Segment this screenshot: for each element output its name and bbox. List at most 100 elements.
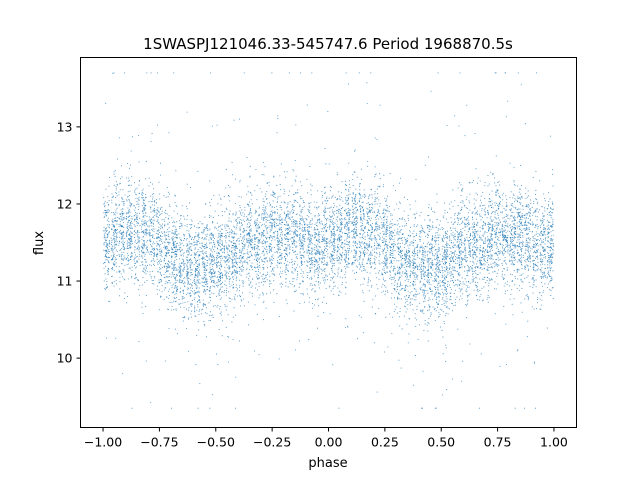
data-point bbox=[367, 284, 369, 286]
data-point bbox=[208, 239, 210, 241]
data-point bbox=[171, 305, 173, 307]
data-point bbox=[247, 263, 249, 265]
data-point bbox=[182, 292, 185, 295]
data-point bbox=[279, 243, 281, 245]
data-point bbox=[284, 252, 286, 255]
data-point bbox=[471, 226, 473, 228]
data-point bbox=[490, 249, 492, 251]
data-point bbox=[362, 265, 364, 268]
data-point bbox=[308, 238, 311, 241]
data-point bbox=[524, 245, 526, 247]
data-point bbox=[534, 234, 536, 236]
data-point bbox=[113, 243, 115, 245]
data-point bbox=[372, 204, 374, 206]
data-point bbox=[367, 246, 369, 248]
data-point bbox=[353, 212, 355, 214]
data-point bbox=[285, 247, 287, 249]
data-point bbox=[519, 241, 521, 243]
data-point bbox=[379, 216, 381, 218]
data-point bbox=[266, 190, 268, 192]
data-point bbox=[126, 217, 128, 219]
data-point bbox=[383, 285, 386, 287]
data-point bbox=[495, 191, 498, 193]
data-point bbox=[224, 261, 226, 263]
data-point bbox=[354, 221, 356, 223]
data-point bbox=[261, 214, 263, 216]
data-point bbox=[168, 215, 170, 217]
data-point bbox=[266, 232, 268, 234]
data-point bbox=[334, 273, 336, 275]
data-point bbox=[272, 220, 274, 222]
data-point bbox=[227, 258, 229, 261]
data-point bbox=[491, 238, 493, 240]
data-point bbox=[528, 281, 530, 283]
data-point bbox=[324, 191, 326, 193]
data-point bbox=[168, 297, 170, 300]
data-point bbox=[220, 244, 223, 246]
data-point bbox=[270, 221, 272, 223]
data-point bbox=[392, 254, 394, 256]
data-point bbox=[213, 273, 216, 275]
data-point bbox=[358, 256, 360, 258]
data-point bbox=[118, 295, 121, 297]
data-point bbox=[520, 256, 523, 258]
data-point bbox=[219, 278, 222, 280]
data-point bbox=[495, 210, 497, 212]
data-point bbox=[362, 259, 364, 261]
data-point bbox=[333, 222, 335, 224]
data-point bbox=[513, 247, 515, 249]
data-point bbox=[179, 279, 181, 281]
data-point bbox=[309, 221, 311, 223]
data-point bbox=[219, 305, 221, 308]
data-point bbox=[549, 228, 551, 230]
data-point bbox=[359, 233, 361, 235]
data-point bbox=[302, 281, 305, 283]
data-point bbox=[422, 249, 424, 251]
data-point bbox=[427, 273, 430, 275]
data-point bbox=[473, 251, 475, 254]
data-point bbox=[296, 230, 298, 232]
data-point bbox=[507, 250, 509, 252]
data-point bbox=[448, 267, 451, 270]
data-point bbox=[397, 272, 399, 274]
data-point bbox=[474, 284, 477, 286]
data-point bbox=[261, 191, 263, 193]
data-point bbox=[148, 185, 150, 187]
data-point bbox=[128, 263, 130, 265]
data-point bbox=[180, 255, 182, 257]
data-point bbox=[280, 282, 282, 284]
data-point bbox=[187, 318, 190, 320]
data-point bbox=[332, 235, 334, 237]
data-point bbox=[199, 299, 201, 301]
data-point bbox=[202, 262, 204, 265]
data-point bbox=[449, 227, 452, 229]
data-point bbox=[141, 219, 143, 221]
data-point bbox=[205, 227, 207, 229]
data-point bbox=[217, 236, 219, 239]
data-point bbox=[446, 389, 448, 391]
data-point bbox=[437, 275, 439, 277]
data-point bbox=[480, 249, 482, 252]
data-point bbox=[329, 246, 331, 248]
data-point bbox=[420, 310, 422, 313]
data-point bbox=[319, 223, 321, 225]
data-point bbox=[384, 247, 386, 249]
data-point bbox=[121, 253, 123, 255]
data-point bbox=[211, 245, 213, 247]
data-point bbox=[184, 281, 186, 283]
data-point bbox=[151, 200, 153, 202]
data-point bbox=[284, 202, 286, 204]
data-point bbox=[442, 263, 444, 265]
data-point bbox=[428, 297, 430, 299]
data-point bbox=[466, 261, 468, 263]
data-point bbox=[360, 214, 362, 216]
data-point bbox=[183, 297, 185, 299]
data-point bbox=[240, 268, 242, 270]
data-point bbox=[219, 246, 221, 248]
data-point bbox=[257, 236, 259, 238]
data-point bbox=[445, 289, 447, 291]
data-point bbox=[374, 198, 376, 201]
data-point bbox=[189, 187, 192, 189]
data-point bbox=[362, 283, 364, 285]
data-point bbox=[402, 255, 404, 257]
